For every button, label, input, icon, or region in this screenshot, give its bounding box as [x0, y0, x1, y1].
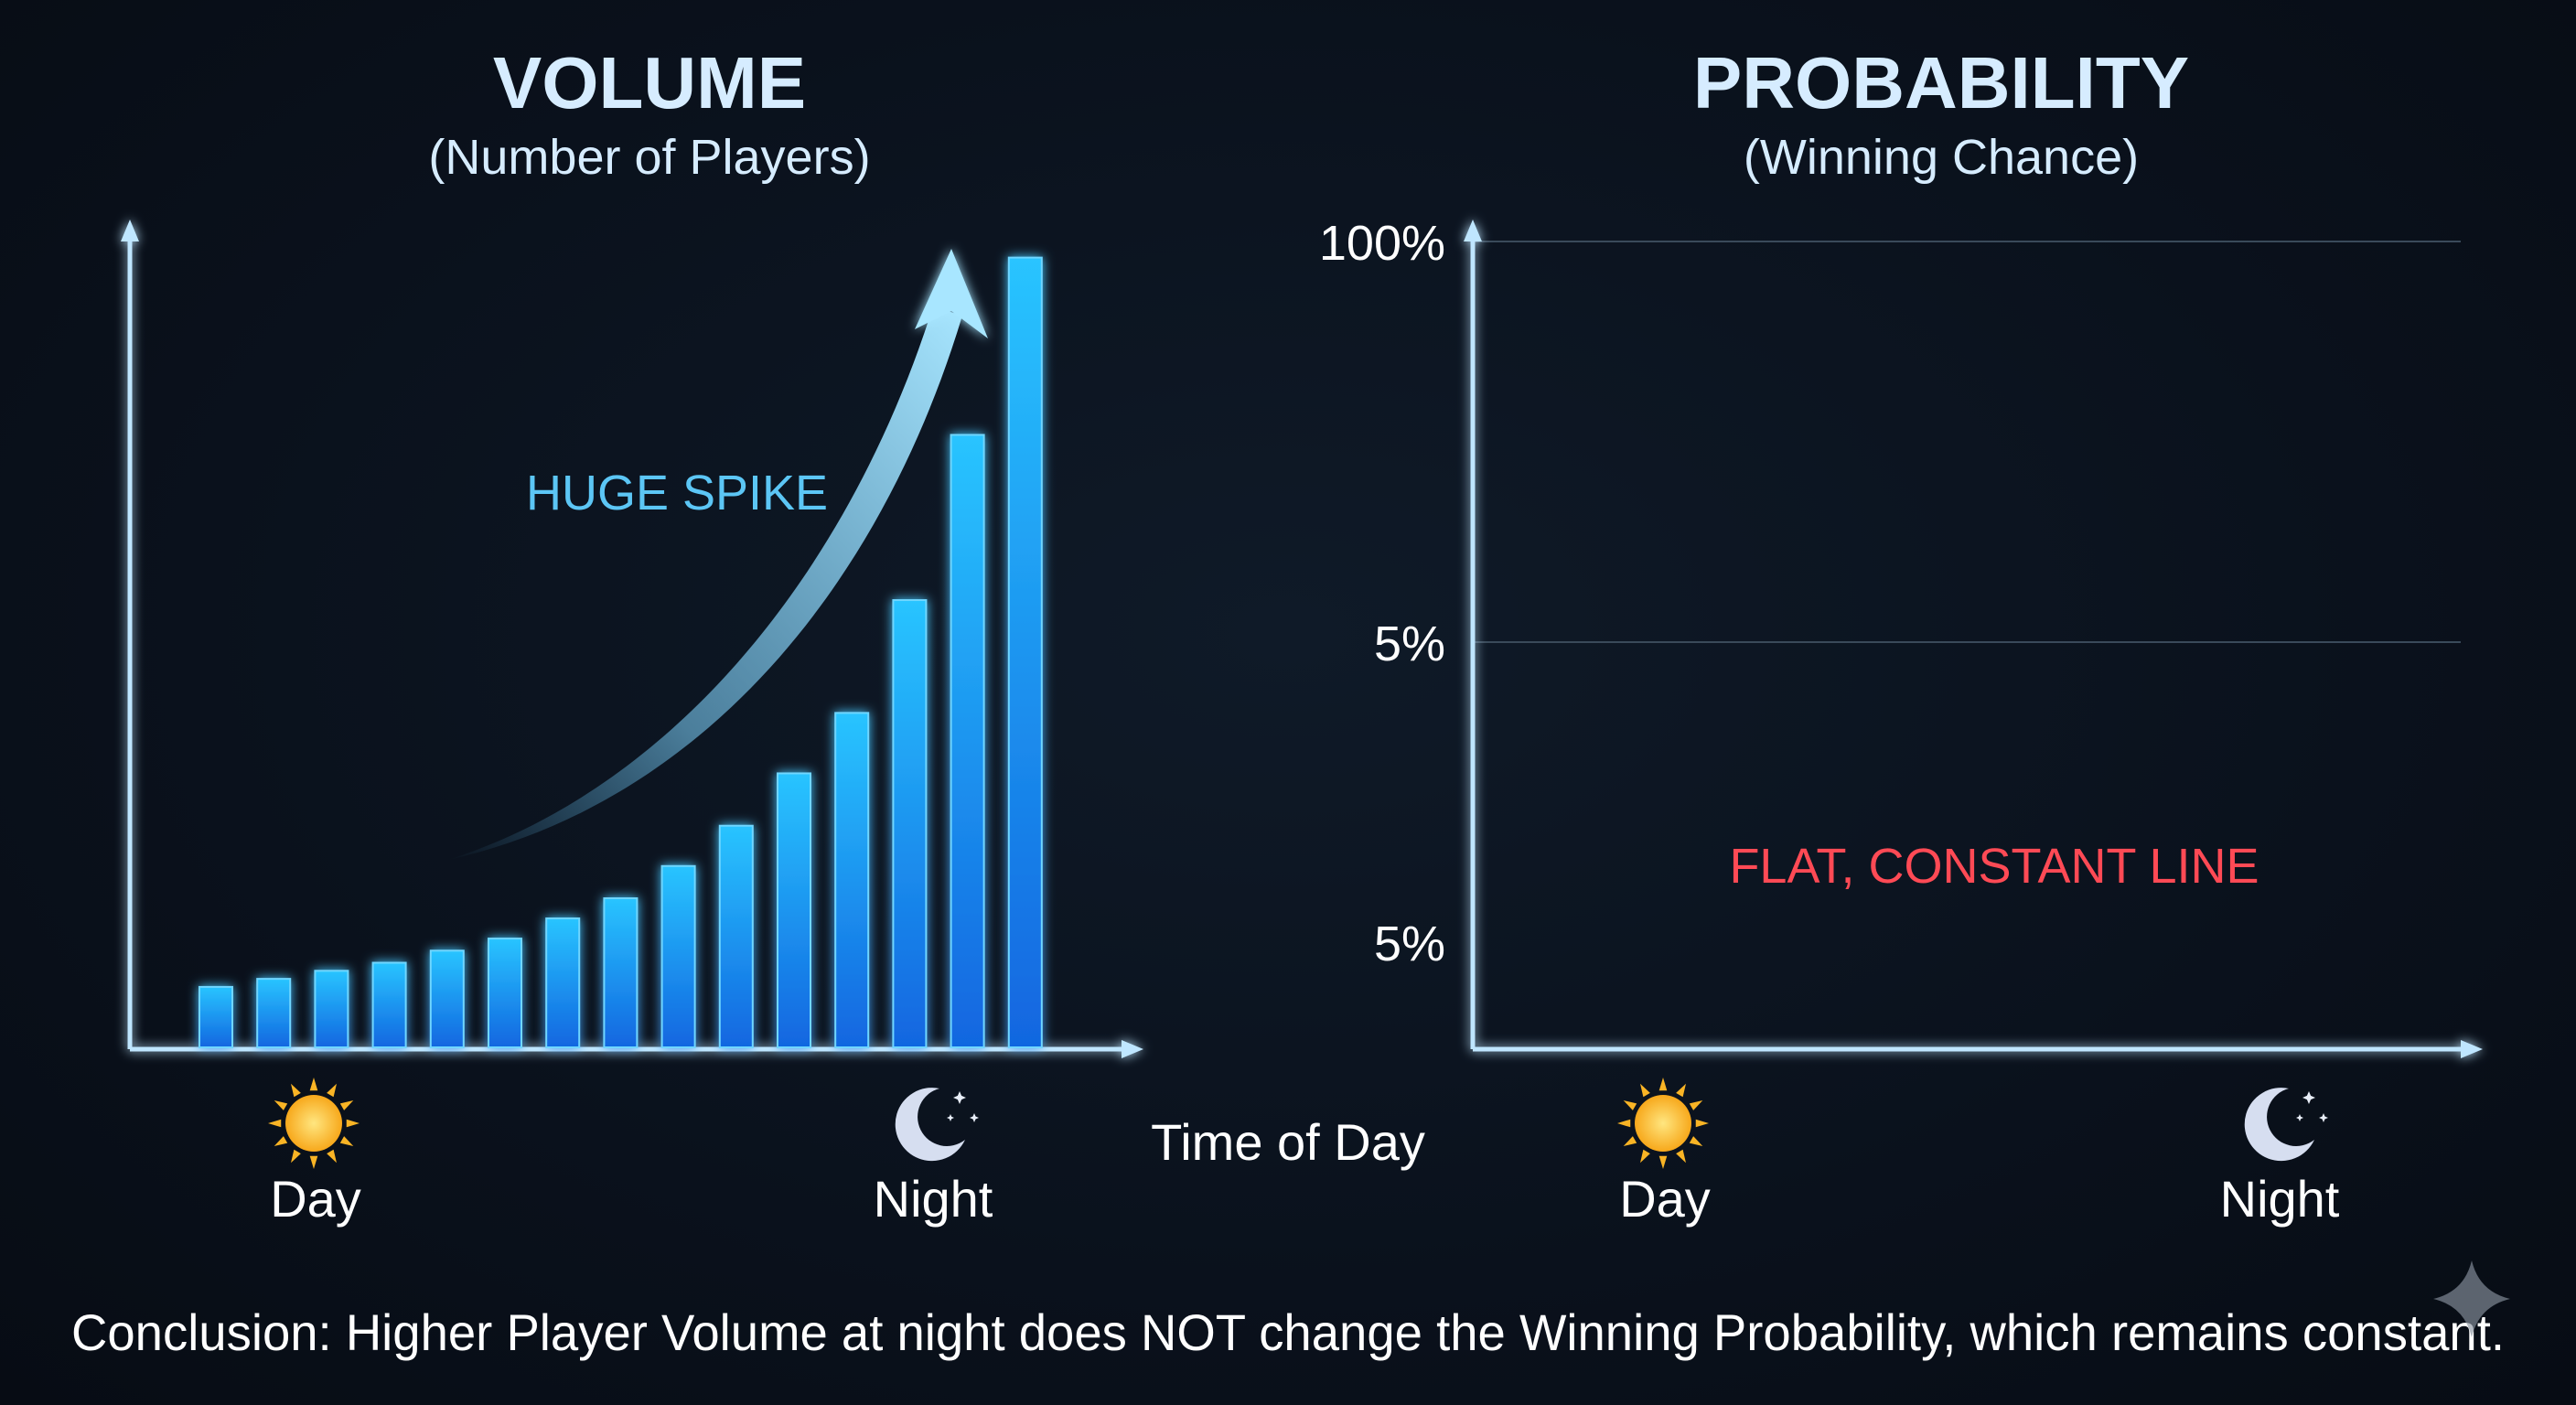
probability-day-marker: Day [1617, 1078, 1711, 1228]
volume-x-axis-arrow [1122, 1040, 1143, 1058]
probability-panel: PROBABILITY (Winning Chance) 100% 5% 5% … [1319, 42, 2483, 1228]
spike-arrow-head [915, 249, 988, 338]
probability-night-marker: Night [2220, 1088, 2340, 1228]
probability-y-ticks: 100% 5% 5% [1319, 216, 1445, 971]
probability-night-label: Night [2220, 1170, 2340, 1228]
huge-spike-label: HUGE SPIKE [526, 466, 828, 520]
sun-icon [1617, 1078, 1709, 1169]
moon-icon [2244, 1088, 2328, 1162]
y-tick-label-bottom: 5% [1374, 917, 1445, 971]
probability-y-axis-arrow [1464, 220, 1482, 241]
probability-x-axis-arrow [2461, 1040, 2483, 1058]
volume-bar [892, 599, 928, 1048]
sparkle-icon [2433, 1260, 2510, 1337]
volume-night-label: Night [874, 1170, 993, 1228]
volume-bars [199, 256, 1043, 1049]
probability-gridlines [1473, 241, 2461, 643]
volume-bar [488, 938, 522, 1048]
volume-bar [950, 434, 985, 1048]
volume-axes [121, 220, 1143, 1058]
volume-bar [660, 864, 696, 1049]
volume-bar [199, 985, 233, 1049]
spike-arrow-curve [448, 306, 962, 860]
y-tick-label-top: 100% [1319, 216, 1445, 271]
volume-bar [429, 949, 465, 1049]
volume-bar [314, 970, 349, 1049]
volume-panel: VOLUME (Number of Players) HUGE SPIKE Da… [121, 42, 1143, 1228]
volume-night-marker: Night [874, 1088, 993, 1228]
flat-line-label: FLAT, CONSTANT LINE [1729, 839, 2259, 894]
volume-bar [545, 917, 581, 1048]
volume-title: VOLUME [493, 42, 806, 123]
volume-day-marker: Day [268, 1078, 361, 1228]
conclusion-text: Conclusion: Higher Player Volume at nigh… [71, 1303, 2505, 1361]
volume-bar [1007, 256, 1043, 1048]
volume-day-label: Day [270, 1170, 361, 1228]
volume-subtitle: (Number of Players) [428, 130, 870, 185]
probability-day-label: Day [1619, 1170, 1711, 1228]
probability-axes [1464, 220, 2483, 1058]
sun-icon [268, 1078, 360, 1169]
probability-subtitle: (Winning Chance) [1744, 130, 2139, 185]
volume-bar [777, 772, 811, 1049]
volume-bar [718, 824, 754, 1048]
probability-title: PROBABILITY [1693, 42, 2189, 123]
volume-bar [371, 961, 407, 1048]
shared-x-axis-label: Time of Day [1151, 1113, 1425, 1171]
volume-bar [834, 712, 870, 1048]
volume-bar [256, 978, 292, 1048]
volume-y-axis-arrow [121, 220, 139, 241]
moon-icon [895, 1088, 979, 1162]
y-tick-label-middle: 5% [1374, 617, 1445, 671]
volume-bar [603, 897, 639, 1049]
